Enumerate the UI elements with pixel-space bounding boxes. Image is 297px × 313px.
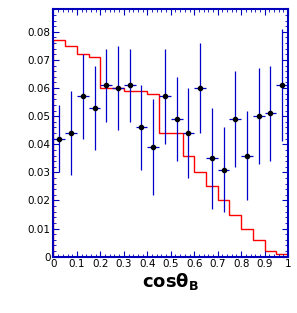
X-axis label: $\mathbf{cos\theta_B}$: $\mathbf{cos\theta_B}$ <box>142 271 199 292</box>
